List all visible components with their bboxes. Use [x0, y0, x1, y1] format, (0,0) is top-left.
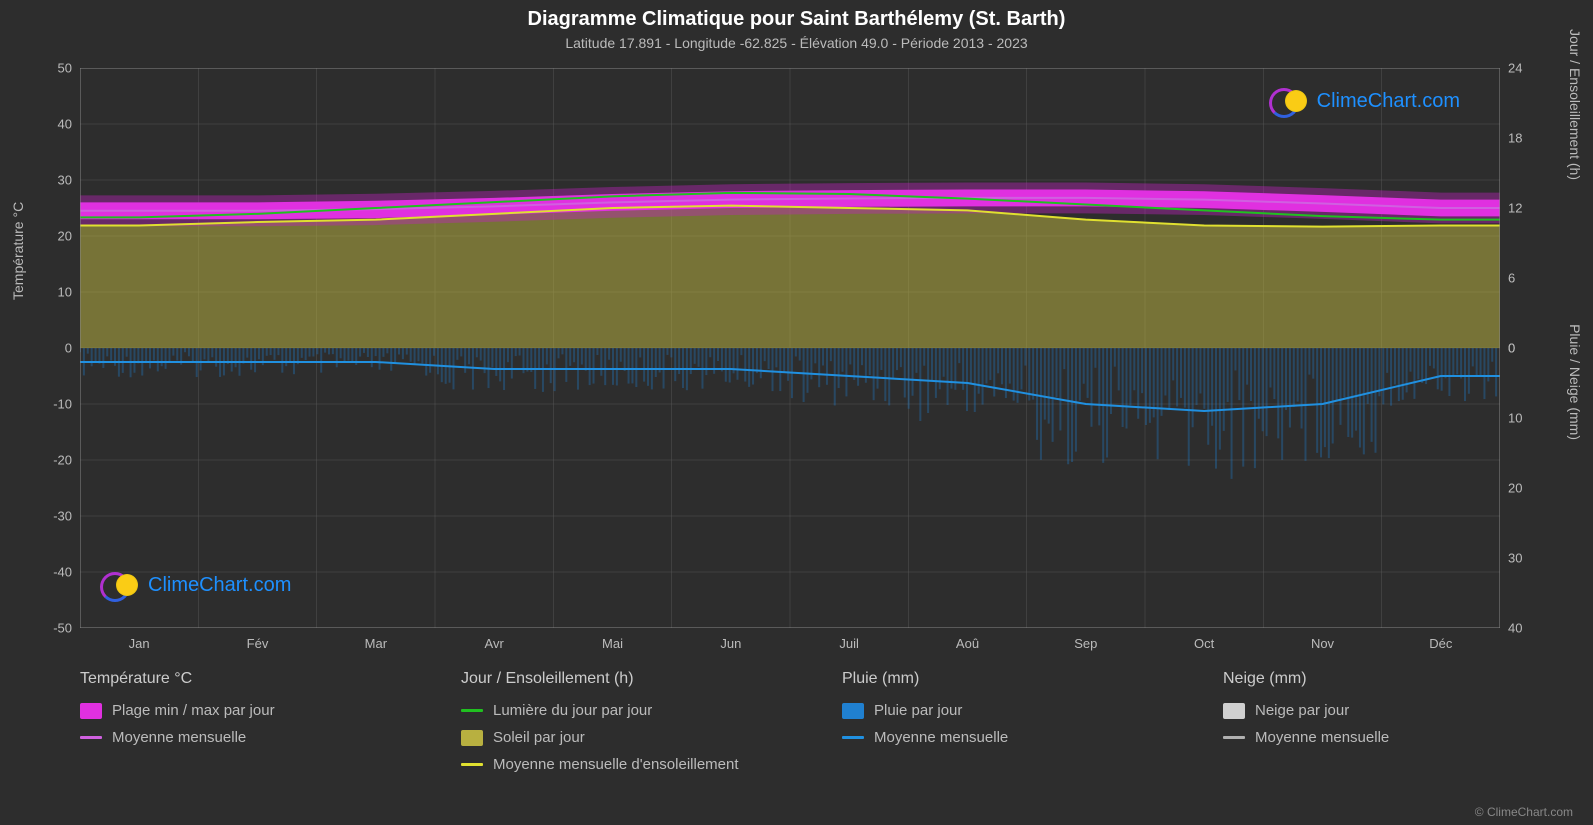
legend-label: Moyenne mensuelle	[112, 729, 246, 746]
tick-label: -50	[53, 621, 72, 636]
tick-label: Jun	[720, 636, 741, 651]
chart-container: Diagramme Climatique pour Saint Barthéle…	[0, 0, 1593, 825]
tick-label: 18	[1508, 131, 1522, 146]
tick-label: 20	[1508, 481, 1522, 496]
chart-subtitle: Latitude 17.891 - Longitude -62.825 - Él…	[0, 31, 1593, 51]
tick-label: Déc	[1429, 636, 1452, 651]
copyright: © ClimeChart.com	[1475, 805, 1573, 819]
tick-label: 24	[1508, 61, 1522, 76]
swatch-sun	[461, 730, 483, 746]
tick-label: 12	[1508, 201, 1522, 216]
legend-item-snow-daily: Neige par jour	[1223, 702, 1553, 719]
y-axis-right-top-label: Jour / Ensoleillement (h)	[1567, 29, 1583, 180]
logo-text: ClimeChart.com	[1317, 90, 1460, 113]
swatch-snow-avg	[1223, 736, 1245, 739]
tick-label: 6	[1508, 271, 1515, 286]
legend-label: Moyenne mensuelle	[874, 729, 1008, 746]
tick-label: 0	[65, 341, 72, 356]
tick-label: 10	[58, 285, 72, 300]
logo-top-right: ClimeChart.com	[1269, 88, 1460, 114]
legend-item-sunavg: Moyenne mensuelle d'ensoleillement	[461, 756, 791, 773]
tick-label: Jan	[129, 636, 150, 651]
legend-label: Lumière du jour par jour	[493, 702, 652, 719]
legend-item-temp-avg: Moyenne mensuelle	[80, 729, 410, 746]
legend-col-daylight: Jour / Ensoleillement (h) Lumière du jou…	[461, 670, 791, 773]
legend-item-rain-avg: Moyenne mensuelle	[842, 729, 1172, 746]
legend-col-temperature: Température °C Plage min / max par jour …	[80, 670, 410, 773]
legend-heading-snow: Neige (mm)	[1223, 670, 1553, 688]
tick-label: 40	[1508, 621, 1522, 636]
legend-col-rain: Pluie (mm) Pluie par jour Moyenne mensue…	[842, 670, 1172, 773]
tick-label: -30	[53, 509, 72, 524]
tick-label: 30	[58, 173, 72, 188]
tick-label: 10	[1508, 411, 1522, 426]
tick-label: -20	[53, 453, 72, 468]
chart-area: ClimeChart.com ClimeChart.com	[80, 68, 1500, 628]
tick-label: -10	[53, 397, 72, 412]
tick-label: Sep	[1074, 636, 1097, 651]
legend-item-rain-daily: Pluie par jour	[842, 702, 1172, 719]
tick-label: 40	[58, 117, 72, 132]
legend-label: Neige par jour	[1255, 702, 1349, 719]
swatch-daylight	[461, 709, 483, 712]
legend-heading-temp: Température °C	[80, 670, 410, 688]
swatch-sunavg	[461, 763, 483, 766]
legend-label: Pluie par jour	[874, 702, 962, 719]
legend-item-daylight: Lumière du jour par jour	[461, 702, 791, 719]
legend-heading-rain: Pluie (mm)	[842, 670, 1172, 688]
tick-label: 30	[1508, 551, 1522, 566]
chart-title: Diagramme Climatique pour Saint Barthéle…	[0, 0, 1593, 31]
legend-item-sun: Soleil par jour	[461, 729, 791, 746]
y-axis-left-label: Température °C	[10, 202, 26, 300]
tick-label: Avr	[485, 636, 504, 651]
legend-item-snow-avg: Moyenne mensuelle	[1223, 729, 1553, 746]
tick-label: Nov	[1311, 636, 1334, 651]
tick-label: 0	[1508, 341, 1515, 356]
tick-label: Juil	[839, 636, 859, 651]
tick-label: Oct	[1194, 636, 1214, 651]
legend-label: Moyenne mensuelle	[1255, 729, 1389, 746]
swatch-rain-avg	[842, 736, 864, 739]
tick-label: Aoû	[956, 636, 979, 651]
logo-icon	[1269, 88, 1309, 114]
tick-label: -40	[53, 565, 72, 580]
legend-label: Plage min / max par jour	[112, 702, 275, 719]
logo-bottom-left: ClimeChart.com	[100, 572, 291, 598]
tick-label: Mai	[602, 636, 623, 651]
tick-label: Fév	[247, 636, 269, 651]
climate-chart-svg	[80, 68, 1500, 628]
legend-item-temp-range: Plage min / max par jour	[80, 702, 410, 719]
legend: Température °C Plage min / max par jour …	[80, 670, 1553, 773]
tick-label: 20	[58, 229, 72, 244]
swatch-snow	[1223, 703, 1245, 719]
swatch-rain	[842, 703, 864, 719]
swatch-temp-range	[80, 703, 102, 719]
legend-heading-day: Jour / Ensoleillement (h)	[461, 670, 791, 688]
logo-text: ClimeChart.com	[148, 574, 291, 597]
tick-label: 50	[58, 61, 72, 76]
logo-icon	[100, 572, 140, 598]
y-axis-right-bottom-label: Pluie / Neige (mm)	[1567, 324, 1583, 440]
legend-label: Soleil par jour	[493, 729, 585, 746]
swatch-temp-avg	[80, 736, 102, 739]
legend-col-snow: Neige (mm) Neige par jour Moyenne mensue…	[1223, 670, 1553, 773]
tick-label: Mar	[365, 636, 387, 651]
legend-label: Moyenne mensuelle d'ensoleillement	[493, 756, 739, 773]
